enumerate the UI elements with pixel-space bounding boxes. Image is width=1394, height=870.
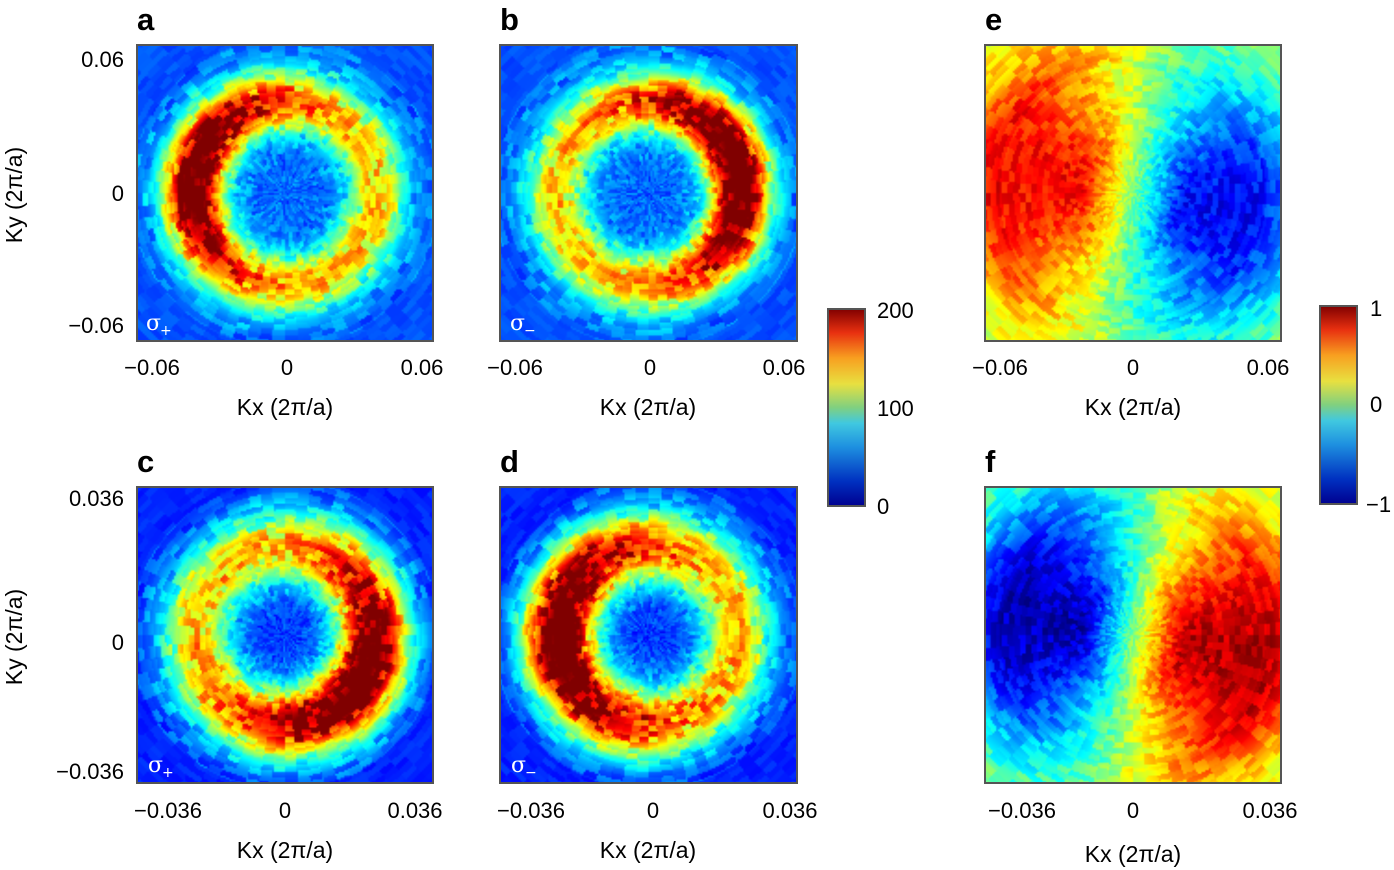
xlabel-e: Kx (2π/a) — [1085, 394, 1181, 420]
heatmap-image-a — [137, 45, 433, 341]
xtick-d-right: 0.036 — [762, 798, 817, 823]
ytick-c-top: 0.036 — [69, 486, 124, 511]
ytick-c-bottom: −0.036 — [56, 759, 124, 784]
polarization-sub-c: + — [162, 765, 174, 781]
colorbar-dichroism-tick-mid: 0 — [1370, 392, 1382, 417]
polarization-symbol-a: σ — [146, 311, 161, 336]
panel-letter-a: a — [137, 2, 155, 37]
plot-frame-a — [136, 44, 434, 342]
xtick-b-right: 0.06 — [763, 355, 806, 380]
colorbar-intensity-gradient — [827, 308, 866, 507]
colorbar-dichroism: 1 0 −1 — [1319, 296, 1391, 517]
heatmap-c — [136, 486, 434, 784]
xtick-c-left: −0.036 — [134, 798, 202, 823]
polarization-sub-d: − — [525, 765, 537, 781]
xtick-b-left: −0.06 — [487, 355, 543, 380]
xlabel-f: Kx (2π/a) — [1085, 841, 1181, 867]
heatmap-image-f — [985, 487, 1281, 783]
xtick-f-left: −0.036 — [988, 798, 1056, 823]
plot-frame-b — [499, 44, 798, 342]
ylabel-a: Ky (2π/a) — [1, 147, 27, 243]
xtick-e-left: −0.06 — [972, 355, 1028, 380]
colorbar-intensity-tick-min: 0 — [877, 494, 889, 519]
xtick-d-mid: 0 — [647, 798, 659, 823]
panel-a: a 0.06 0 −0.06 −0.06 0 0.06 Kx (2π/a) Ky… — [1, 2, 443, 420]
colorbar-dichroism-gradient — [1319, 305, 1358, 505]
xtick-f-right: 0.036 — [1242, 798, 1297, 823]
panel-e: e −0.06 0 0.06 Kx (2π/a) — [972, 2, 1289, 420]
xtick-b-mid: 0 — [644, 355, 656, 380]
xtick-c-mid: 0 — [279, 798, 291, 823]
xtick-f-mid: 0 — [1127, 798, 1139, 823]
panel-letter-c: c — [137, 444, 154, 479]
plot-frame-d — [499, 486, 798, 784]
xtick-c-right: 0.036 — [387, 798, 442, 823]
plot-frame-f — [984, 486, 1282, 784]
colorbar-dichroism-tick-min: −1 — [1366, 492, 1391, 517]
panel-d: d −0.036 0 0.036 Kx (2π/a) σ − — [497, 444, 817, 863]
xlabel-a: Kx (2π/a) — [237, 394, 333, 420]
heatmap-e — [984, 44, 1282, 342]
panel-f: f −0.036 0 0.036 Kx (2π/a) — [984, 444, 1298, 867]
polarization-symbol-c: σ — [148, 753, 163, 778]
ytick-c-mid: 0 — [112, 630, 124, 655]
ytick-a-top: 0.06 — [81, 47, 124, 72]
colorbar-intensity: 200 100 0 — [827, 298, 914, 519]
xtick-e-right: 0.06 — [1247, 355, 1290, 380]
ytick-a-bottom: −0.06 — [68, 313, 124, 338]
ylabel-c: Ky (2π/a) — [1, 589, 27, 685]
xtick-d-left: −0.036 — [497, 798, 565, 823]
xtick-a-right: 0.06 — [401, 355, 444, 380]
colorbar-intensity-tick-mid: 100 — [877, 396, 914, 421]
heatmap-b — [499, 44, 798, 342]
panel-letter-b: b — [500, 2, 519, 37]
heatmap-image-b — [500, 45, 797, 341]
polarization-sub-a: + — [160, 323, 172, 339]
heatmap-image-c — [137, 487, 433, 783]
colorbar-dichroism-tick-max: 1 — [1370, 296, 1382, 321]
polarization-symbol-d: σ — [511, 753, 526, 778]
colorbar-intensity-tick-max: 200 — [877, 298, 914, 323]
xlabel-c: Kx (2π/a) — [237, 837, 333, 863]
ytick-a-mid: 0 — [112, 181, 124, 206]
heatmap-image-d — [500, 487, 797, 783]
panel-letter-d: d — [500, 444, 519, 479]
heatmap-image-e — [985, 45, 1281, 341]
xtick-e-mid: 0 — [1127, 355, 1139, 380]
xlabel-d: Kx (2π/a) — [600, 837, 696, 863]
xtick-a-mid: 0 — [281, 355, 293, 380]
polarization-sub-b: − — [524, 323, 536, 339]
heatmap-d — [499, 486, 798, 784]
plot-frame-c — [136, 486, 434, 784]
heatmap-f — [984, 486, 1282, 784]
panel-letter-e: e — [985, 2, 1002, 37]
polarization-symbol-b: σ — [510, 311, 525, 336]
panel-letter-f: f — [985, 444, 996, 479]
heatmap-a — [136, 44, 434, 342]
panel-b: b −0.06 0 0.06 Kx (2π/a) σ − — [487, 2, 805, 420]
plot-frame-e — [984, 44, 1282, 342]
xlabel-b: Kx (2π/a) — [600, 394, 696, 420]
panel-c: c 0.036 0 −0.036 −0.036 0 0.036 Kx (2π/a… — [1, 444, 443, 863]
xtick-a-left: −0.06 — [124, 355, 180, 380]
